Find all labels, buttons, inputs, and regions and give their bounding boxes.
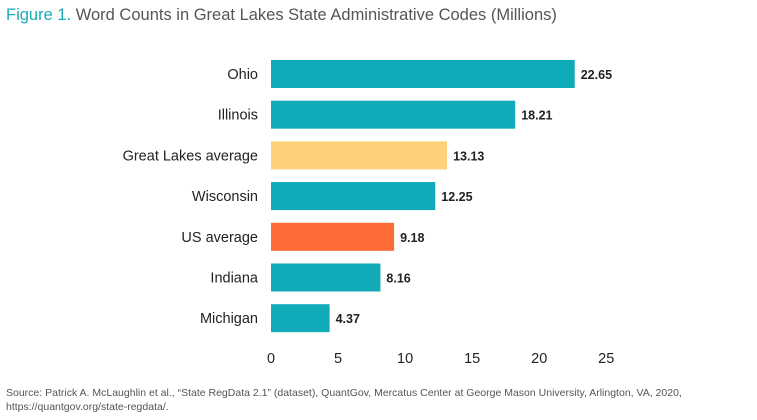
x-tick-label-20: 20 [531, 351, 547, 367]
x-tick-label-15: 15 [464, 351, 480, 367]
category-label-great-lakes-average: Great Lakes average [123, 148, 258, 164]
category-label-ohio: Ohio [227, 67, 258, 83]
bar-wisconsin [271, 182, 436, 211]
chart-title-text: Word Counts in Great Lakes State Adminis… [75, 6, 557, 24]
value-label-us-average: 9.18 [400, 231, 424, 245]
value-label-great-lakes-average: 13.13 [453, 149, 484, 163]
bar-indiana [271, 263, 381, 292]
value-label-indiana: 8.16 [386, 272, 410, 286]
bar-us-average [271, 222, 395, 251]
chart-title: Figure 1. Word Counts in Great Lakes Sta… [6, 6, 557, 25]
value-label-illinois: 18.21 [521, 109, 552, 123]
x-tick-label-5: 5 [334, 351, 342, 367]
value-label-ohio: 22.65 [581, 68, 612, 82]
x-tick-label-10: 10 [397, 351, 413, 367]
figure-label: Figure 1. [6, 6, 72, 24]
bar-chart: Ohio 22.65 Illinois 18.21 Great Lakes averag… [123, 60, 614, 367]
value-label-wisconsin: 12.25 [441, 190, 472, 204]
x-tick-label-25: 25 [598, 351, 614, 367]
source-note: Source: Patrick A. McLaughlin et al., “S… [6, 387, 682, 413]
category-label-us-average: US average [181, 230, 258, 246]
x-tick-label-0: 0 [267, 351, 275, 367]
category-label-indiana: Indiana [210, 271, 259, 287]
value-label-michigan: 4.37 [336, 312, 360, 326]
bar-ohio [271, 60, 575, 88]
bar-illinois [271, 100, 516, 129]
category-label-illinois: Illinois [218, 108, 258, 124]
bar-great-lakes-average [271, 141, 448, 170]
bar-michigan [271, 304, 330, 333]
category-label-michigan: Michigan [200, 311, 258, 327]
category-label-wisconsin: Wisconsin [192, 189, 258, 205]
